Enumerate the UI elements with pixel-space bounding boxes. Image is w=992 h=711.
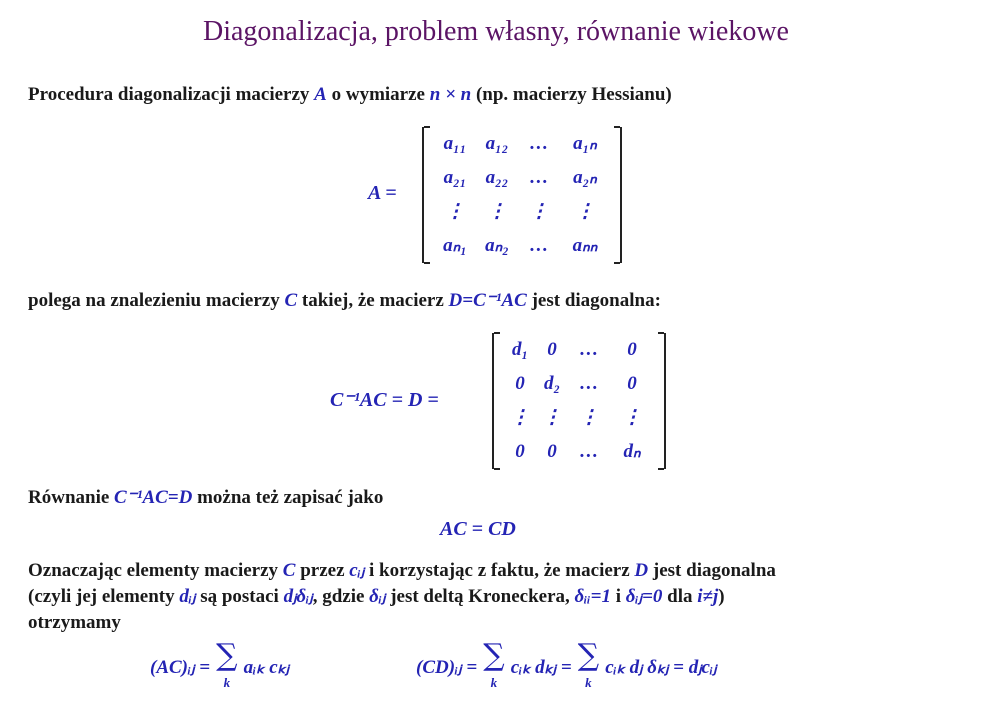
matrix-cell: … bbox=[529, 235, 549, 256]
text: takiej, że macierz bbox=[297, 290, 449, 311]
text-span: ) bbox=[718, 586, 725, 607]
text: (np. macierzy Hessianu) bbox=[471, 84, 672, 105]
text-span: δᵢⱼ bbox=[369, 586, 386, 607]
text-span: δᵢᵢ=1 bbox=[574, 586, 612, 607]
text-span: k bbox=[585, 675, 592, 690]
text: można też zapisać jako bbox=[192, 487, 384, 508]
matrix-cell: ⋮ bbox=[445, 201, 465, 222]
matrix-cell: … bbox=[579, 441, 599, 462]
matrix-cell: dₙ bbox=[623, 441, 641, 462]
line-3: Równanie C⁻¹AC=D można też zapisać jako bbox=[28, 486, 383, 509]
text-span: aᵢₖ cₖⱼ bbox=[243, 657, 290, 678]
matrix-cell: a₁₁ bbox=[443, 133, 467, 154]
matrix-d: d₁ 0 … 0 0 d₂ … 0 ⋮ ⋮ ⋮ ⋮ 0 0 … dₙ bbox=[492, 332, 666, 470]
matrix-d-label: C⁻¹AC = D = bbox=[330, 389, 439, 411]
text-span: ∑ bbox=[483, 638, 505, 673]
math: D=C⁻¹AC bbox=[448, 290, 527, 311]
intro-line: Procedura diagonalizacji macierzy A o wy… bbox=[28, 84, 672, 106]
text-span: jest diagonalna bbox=[648, 560, 776, 581]
matrix-cell: d₁ bbox=[511, 339, 529, 360]
matrix-cell: a₂₂ bbox=[485, 167, 509, 188]
text-span: dla bbox=[662, 586, 698, 607]
text-span: δᵢⱼ=0 bbox=[625, 586, 663, 607]
text-span: dⱼδᵢⱼ bbox=[283, 586, 313, 607]
math: A bbox=[314, 84, 327, 105]
text-span: ∑ bbox=[577, 638, 600, 673]
text-span: k bbox=[490, 675, 498, 690]
matrix-cell: 0 bbox=[515, 373, 525, 394]
text-span: są postaci bbox=[195, 586, 284, 607]
text-span: (CD)ᵢⱼ = bbox=[416, 657, 478, 678]
text: jest diagonalna: bbox=[526, 290, 661, 311]
matrix-cell: 0 bbox=[547, 441, 557, 462]
text-span: (AC)ᵢⱼ = bbox=[150, 657, 211, 678]
matrix-a-label: A = bbox=[368, 182, 397, 204]
matrix-cell: d₂ bbox=[543, 373, 561, 394]
matrix-cell: … bbox=[579, 373, 599, 394]
matrix-a: a₁₁ a₁₂ … a₁ₙ a₂₁ a₂₂ … a₂ₙ ⋮ ⋮ ⋮ ⋮ aₙ₁ aₙ₂ … aₙₙ bbox=[422, 126, 622, 264]
matrix-cell: a₁₂ bbox=[485, 133, 509, 154]
text-span: dᵢⱼ bbox=[179, 586, 196, 607]
matrix-cell: aₙ₂ bbox=[485, 235, 509, 256]
text-span: k bbox=[223, 675, 231, 690]
slide-title: Diagonalizacja, problem własny, równanie… bbox=[203, 16, 789, 47]
line-2: polega na znalezieniu macierzy C takiej,… bbox=[28, 289, 661, 312]
matrix-cell: a₁ₙ bbox=[573, 133, 597, 154]
text-span: i≠j bbox=[697, 586, 719, 607]
paragraph: Oznaczając elementy macierzy C przez cᵢⱼ… bbox=[28, 558, 776, 636]
matrix-cell: ⋮ bbox=[575, 201, 595, 222]
matrix-cell: 0 bbox=[627, 373, 637, 394]
formula-ac: (AC)ᵢⱼ = ∑ k aᵢₖ cₖⱼ bbox=[150, 638, 290, 692]
matrix-cell: ⋮ bbox=[622, 407, 642, 428]
text-span: cᵢₖ dₖⱼ = bbox=[510, 657, 572, 678]
text-span: jest deltą Kroneckera, bbox=[385, 586, 575, 607]
matrix-cell: … bbox=[529, 167, 549, 188]
text-span: cᵢⱼ bbox=[349, 560, 365, 581]
matrix-cell: aₙ₁ bbox=[443, 235, 467, 256]
matrix-cell: 0 bbox=[627, 339, 637, 360]
text: polega na znalezieniu macierzy bbox=[28, 290, 285, 311]
text: o wymiarze bbox=[326, 84, 430, 105]
text: Procedura diagonalizacji macierzy bbox=[28, 84, 315, 105]
text: Równanie bbox=[28, 487, 115, 508]
math: C bbox=[284, 290, 298, 311]
matrix-cell: … bbox=[579, 339, 599, 360]
matrix-cell: a₂₁ bbox=[443, 167, 467, 188]
matrix-cell: ⋮ bbox=[487, 201, 507, 222]
math: C⁻¹AC=D bbox=[114, 487, 193, 508]
text-span: przez bbox=[295, 560, 350, 581]
matrix-cell: aₙₙ bbox=[572, 235, 598, 256]
text-span: cᵢₖ dⱼ δₖⱼ = dⱼcᵢⱼ bbox=[605, 657, 717, 678]
text-span: (czyli jej elementy bbox=[28, 586, 180, 607]
matrix-cell: ⋮ bbox=[542, 407, 562, 428]
text-span: i korzystając z faktu, że macierz bbox=[364, 560, 635, 581]
matrix-cell: a₂ₙ bbox=[573, 167, 597, 188]
text-span: Oznaczając elementy macierzy bbox=[28, 560, 283, 581]
text-span: ∑ bbox=[216, 638, 238, 673]
text-span: , gdzie bbox=[312, 586, 370, 607]
matrix-cell: ⋮ bbox=[529, 201, 549, 222]
text-span: i bbox=[611, 586, 626, 607]
text-span: D bbox=[634, 560, 649, 581]
matrix-cell: 0 bbox=[515, 441, 525, 462]
matrix-cell: 0 bbox=[547, 339, 557, 360]
matrix-cell: ⋮ bbox=[510, 407, 530, 428]
matrix-cell: … bbox=[529, 133, 549, 154]
math: n × n bbox=[429, 84, 472, 105]
text-span: C bbox=[282, 560, 296, 581]
formula-cd: (CD)ᵢⱼ = ∑ k cᵢₖ dₖⱼ = ∑ k cᵢₖ dⱼ δₖⱼ = dⱼ… bbox=[416, 638, 717, 692]
matrix-cell: ⋮ bbox=[579, 407, 599, 428]
equation-ac-cd: AC = CD bbox=[440, 518, 516, 540]
text-span: otrzymamy bbox=[28, 612, 121, 633]
